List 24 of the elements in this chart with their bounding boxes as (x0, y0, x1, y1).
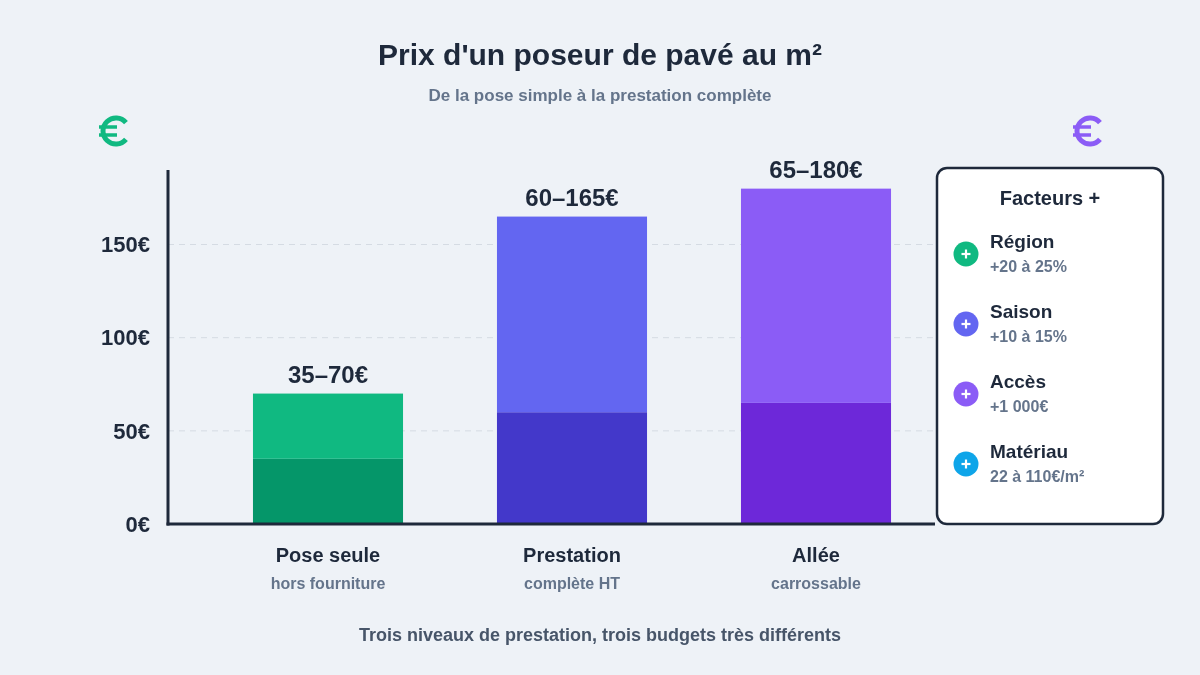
bar (496, 216, 648, 413)
bar (740, 188, 892, 403)
total-label: 65–180€ (769, 155, 863, 183)
bar (496, 412, 648, 524)
text: Matériau 22 à 110€/m² (990, 441, 1085, 485)
x-tick-label: Prestation complète HT (523, 544, 621, 592)
y-tick-label: 100€ (101, 325, 150, 351)
bar (252, 393, 404, 459)
y-tick-label: 150€ (101, 232, 150, 258)
x-tick-label: Pose seule hors fourniture (270, 544, 386, 592)
x-tick-label: Allée carrossable (771, 544, 862, 592)
total-label: 60–165€ (525, 183, 619, 211)
text: Saison +10 à 15% (990, 301, 1067, 345)
y-tick-label: 50€ (113, 418, 150, 444)
bar (252, 458, 404, 524)
text: Trois niveaux de prestation, trois budgets très différents (358, 625, 842, 645)
text: Accès +1 000€ (990, 371, 1049, 415)
y-tick-label: 0€ (125, 511, 150, 537)
bar (740, 402, 892, 524)
total-label: 35–70€ (287, 360, 369, 388)
chart-subtitle: De la pose simple à la prestation complète (428, 86, 772, 105)
text: Région +20 à 25% (990, 231, 1067, 275)
text: Facteurs + (999, 187, 1101, 209)
chart-title: Prix d'un poseur de pavé au m² (378, 38, 822, 71)
